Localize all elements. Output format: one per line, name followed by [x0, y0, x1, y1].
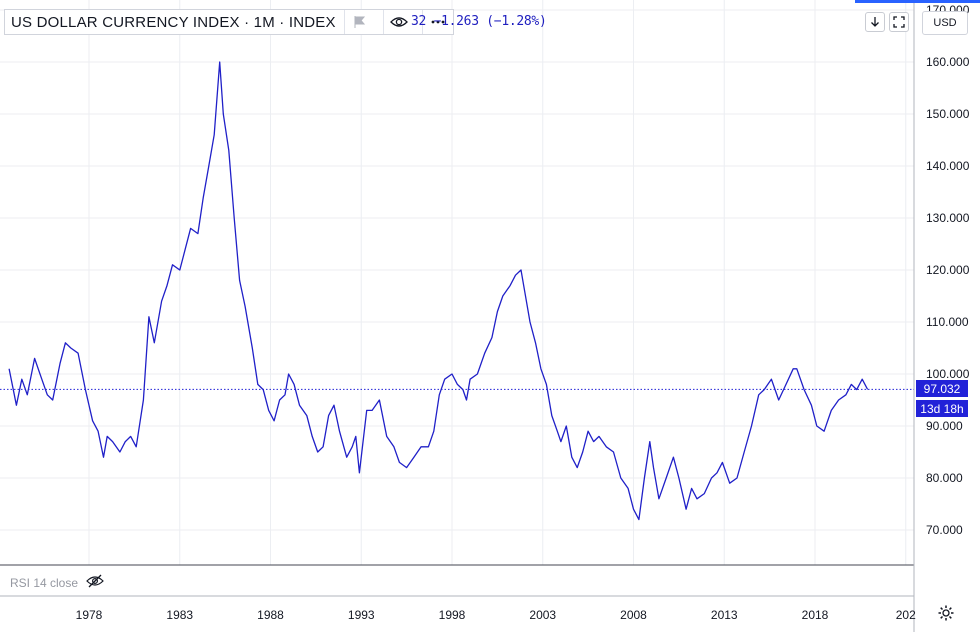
rsi-legend[interactable]: RSI 14 close [10, 574, 104, 591]
series-layer [8, 61, 869, 521]
y-tick-label: 130.000 [926, 211, 970, 225]
x-tick-label: 1983 [166, 608, 193, 622]
flag-icon[interactable] [345, 10, 375, 34]
series-line [8, 61, 869, 521]
legend-divider [382, 10, 384, 34]
y-tick-label: 140.000 [926, 159, 970, 173]
time-axis-labels: 1978 1983 1988 1993 1998 2003 2008 2013 2018 202 [76, 608, 916, 622]
download-icon[interactable] [865, 12, 885, 32]
y-tick-label: 120.000 [926, 263, 970, 277]
symbol-title: US DOLLAR CURRENCY INDEX · 1M · INDEX [11, 13, 336, 31]
x-tick-label: 2018 [802, 608, 829, 622]
x-tick-label: 202 [896, 608, 916, 622]
y-tick-label: 160.000 [926, 55, 970, 69]
fullscreen-icon[interactable] [889, 12, 909, 32]
y-tick-label: 150.000 [926, 107, 970, 121]
x-tick-label: 1993 [348, 608, 375, 622]
y-tick-label: 90.000 [926, 419, 963, 433]
y-tick-label: 70.000 [926, 523, 963, 537]
legend-divider [343, 10, 345, 34]
more-icon[interactable] [423, 10, 453, 34]
y-tick-label: 100.000 [926, 367, 970, 381]
x-tick-label: 2003 [529, 608, 556, 622]
legend-divider [421, 10, 423, 34]
bar-countdown-tag: 13d 18h [916, 400, 968, 417]
last-price-tag: 97.032 [916, 380, 968, 397]
y-tick-label: 80.000 [926, 471, 963, 485]
gear-icon[interactable] [936, 603, 956, 623]
eye-icon[interactable] [384, 10, 414, 34]
symbol-legend[interactable]: US DOLLAR CURRENCY INDEX · 1M · INDEX [4, 9, 454, 35]
price-axis-labels: 70.000 80.000 90.000 100.000 110.000 120.000 1… [926, 3, 970, 537]
legend-change-values: 32 −1.263 (−1.28%) [411, 14, 547, 29]
x-tick-label: 2008 [620, 608, 647, 622]
eye-slash-icon[interactable] [86, 574, 104, 591]
currency-badge[interactable]: USD [922, 11, 968, 35]
grid-lines [0, 0, 914, 565]
x-tick-label: 1998 [439, 608, 466, 622]
rsi-label: RSI 14 close [10, 575, 79, 590]
x-tick-label: 1988 [257, 608, 284, 622]
y-tick-label: 110.000 [926, 315, 969, 329]
x-tick-label: 2013 [711, 608, 738, 622]
x-tick-label: 1978 [76, 608, 103, 622]
top-accent-strip [855, 0, 980, 3]
